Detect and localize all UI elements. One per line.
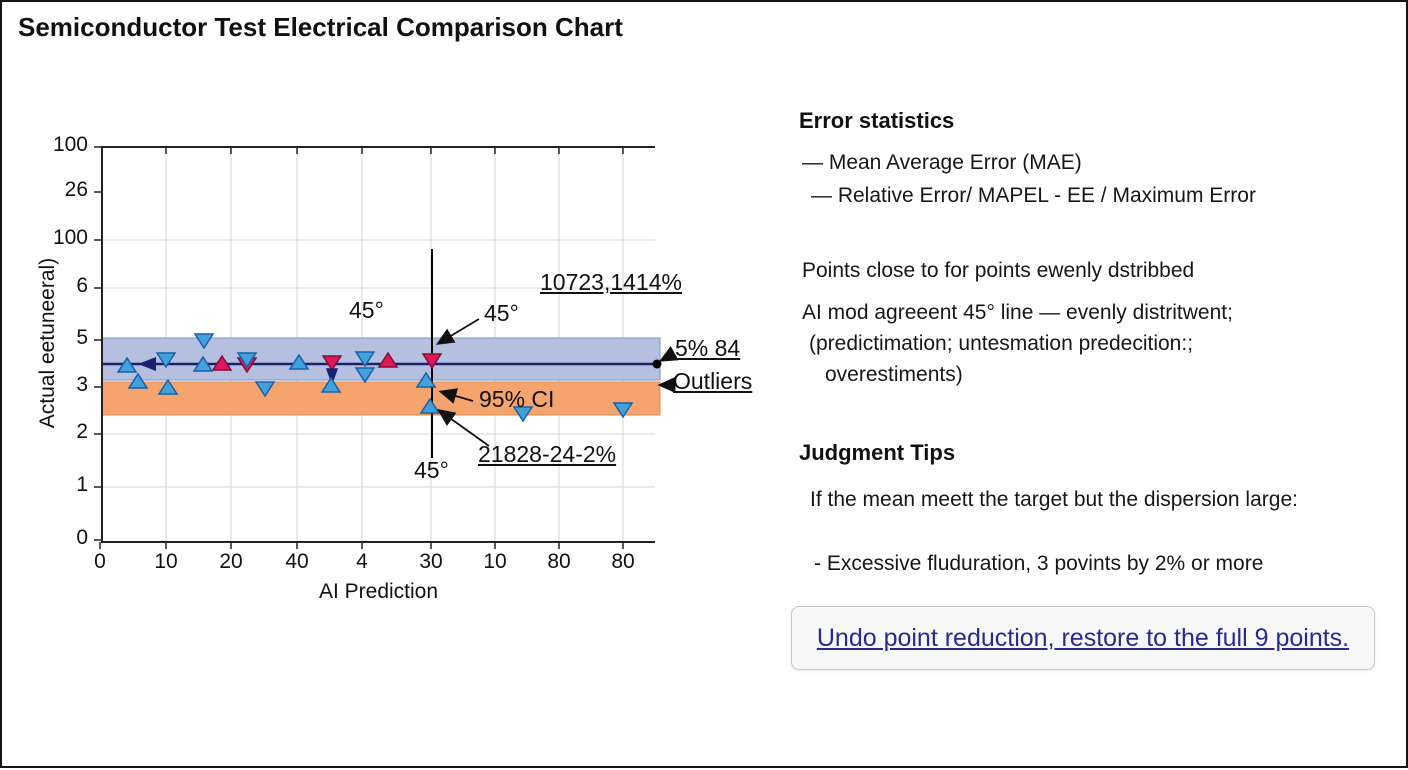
bottom-value-label: 21828-24-2% [478, 441, 617, 467]
page-title: Semiconductor Test Electrical Comparison… [18, 12, 623, 42]
x-tick-label: 0 [94, 550, 106, 573]
top-right-value-label: 10723,1414% [540, 269, 682, 295]
scatter-marker-blue-down [193, 333, 215, 350]
undo-point-reduction-link[interactable]: Undo point reduction, restore to the ful… [816, 623, 1350, 652]
scatter-marker-blue-up [192, 355, 214, 372]
y-tick-label: 1 [76, 473, 88, 496]
scatter-marker-blue-up [116, 356, 138, 373]
five-pct-label-arrow [658, 345, 679, 362]
x-tick-label: 30 [419, 550, 443, 573]
five-pct-label: 5% 84 [675, 335, 741, 361]
angle-45-mid-label: 45° [484, 300, 519, 326]
scatter-marker-blue-down [354, 351, 376, 368]
scatter-marker-blue-down [512, 406, 534, 423]
ci-95-label: 95% CI [479, 386, 555, 412]
bottom-value-label-arrow [437, 408, 490, 447]
scatter-marker-blue-up [127, 372, 149, 389]
scatter-marker-red-down [421, 353, 443, 370]
x-tick-label: 80 [611, 550, 635, 573]
note-line-2: AI mod agreeent 45° line — evenly distri… [802, 301, 1233, 324]
scatter-marker-blue-up [419, 397, 441, 414]
y-tick-label: 26 [64, 178, 88, 201]
tip-line-2: - Excessive fluduration, 3 povints by 2%… [814, 552, 1264, 575]
axes-spines [101, 146, 655, 543]
scatter-marker-blue-up [415, 371, 437, 388]
x-tick-label: 10 [154, 550, 178, 573]
error-stat-relative: — Relative Error/ MAPEL - EE / Maximum E… [811, 184, 1256, 207]
y-tick-label: 2 [76, 420, 88, 443]
x-axis-label: AI Prediction [318, 580, 439, 603]
x-tick-label: 80 [547, 550, 571, 573]
scatter-marker-blue-down [236, 352, 258, 369]
scatter-marker-blue-up [157, 378, 179, 395]
judgment-tips-heading: Judgment Tips [799, 440, 956, 465]
note-line-3: (predictimation; untesmation predecition… [809, 332, 1194, 355]
x-tick-label: 40 [285, 550, 309, 573]
scatter-marker-blue-down [254, 381, 276, 398]
undo-point-reduction-button[interactable]: Undo point reduction, restore to the ful… [791, 606, 1375, 670]
y-tick-label: 100 [52, 133, 88, 156]
chart-svg [94, 146, 679, 549]
mean-line-arrowhead [138, 357, 156, 371]
note-line-4: overestiments) [825, 363, 963, 386]
y-tick-label: 100 [52, 226, 88, 249]
angle-45-left-label: 45° [349, 297, 384, 323]
y-tick-label: 5 [76, 326, 88, 349]
tip-line-1: If the mean meett the target but the dis… [810, 488, 1298, 511]
scatter-marker-red-down [321, 355, 343, 372]
y-tick-label: 3 [76, 373, 88, 396]
error-statistics-heading: Error statistics [799, 108, 955, 133]
x-tick-label: 10 [483, 550, 507, 573]
y-axis-label: Actual eetuneeral) [35, 257, 59, 429]
mean-line-endpoint-dot [652, 359, 662, 369]
outliers-label: Outliers [673, 368, 753, 394]
angle-45-bottom-label: 45° [414, 457, 449, 483]
scatter-marker-blue-down [354, 367, 376, 384]
angle-45-mid-label-arrow [435, 318, 480, 345]
y-tick-label: 6 [76, 274, 88, 297]
scatter-marker-red-up [211, 354, 233, 371]
scatter-marker-navy-down [325, 368, 339, 386]
note-line-1: Points close to for points ewenly dstrib… [802, 259, 1195, 282]
confidence-band-orange [101, 381, 661, 416]
scatter-marker-red-up [377, 351, 399, 368]
scatter-marker-blue-down [612, 402, 634, 419]
ci-95-label-arrow [438, 388, 474, 404]
scatter-marker-blue-up [320, 376, 342, 393]
chart-text-layer: 0 10 20 40 4 30 10 80 80 100 26 100 6 5 3 2 1 0 AI Predict… [2, 2, 782, 770]
scatter-marker-blue-up [288, 353, 310, 370]
error-stat-mae: — Mean Average Error (MAE) [802, 151, 1082, 174]
x-tick-label: 20 [219, 550, 243, 573]
x-tick-label: 4 [356, 550, 368, 573]
y-tick-label: 0 [76, 526, 88, 549]
scatter-marker-blue-down [155, 352, 177, 369]
